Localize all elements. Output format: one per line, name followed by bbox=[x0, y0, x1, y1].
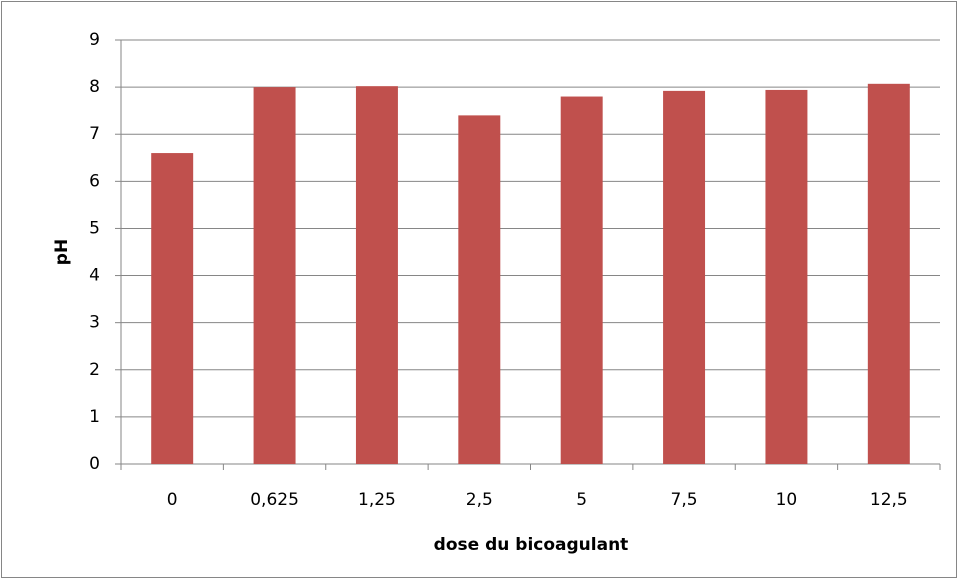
x-tick-label: 12,5 bbox=[870, 490, 908, 510]
bar bbox=[663, 90, 706, 464]
y-tick-label: 7 bbox=[89, 124, 100, 144]
y-tick-label: 4 bbox=[89, 266, 100, 286]
y-tick-label: 5 bbox=[89, 218, 100, 238]
y-tick-label: 6 bbox=[89, 171, 100, 191]
x-tick-label: 1,25 bbox=[358, 490, 396, 510]
y-axis-label: pH bbox=[52, 239, 72, 265]
x-axis-label: dose du bicoagulant bbox=[434, 535, 629, 555]
y-tick-label: 3 bbox=[89, 313, 100, 333]
y-tick-label: 9 bbox=[89, 30, 100, 50]
x-tick-label: 0,625 bbox=[250, 490, 299, 510]
x-tick-label: 7,5 bbox=[671, 490, 698, 510]
bar bbox=[765, 89, 808, 464]
x-tick-label: 5 bbox=[576, 490, 587, 510]
bar bbox=[867, 83, 910, 465]
y-tick-label: 0 bbox=[89, 454, 100, 474]
x-tick-label: 2,5 bbox=[466, 490, 493, 510]
bar bbox=[355, 86, 398, 465]
x-tick-label: 0 bbox=[167, 490, 178, 510]
y-tick-label: 2 bbox=[89, 360, 100, 380]
y-tick-label: 1 bbox=[89, 407, 100, 427]
bar bbox=[253, 87, 296, 464]
x-tick-label: 10 bbox=[776, 490, 798, 510]
bar bbox=[151, 153, 194, 465]
bar bbox=[458, 115, 501, 464]
y-tick-label: 8 bbox=[89, 77, 100, 97]
bar bbox=[560, 96, 603, 465]
